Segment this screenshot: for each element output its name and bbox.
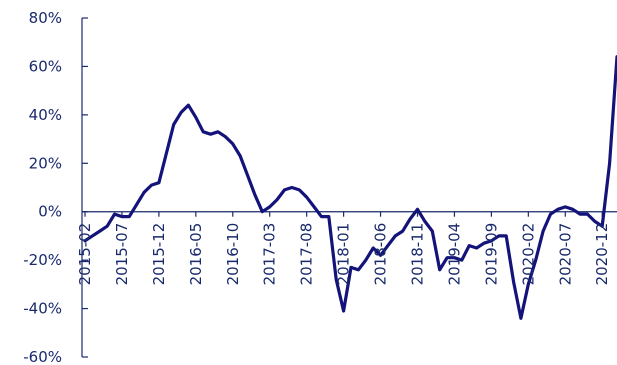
series-group	[83, 55, 617, 320]
x-tick-label: 2017-08	[298, 223, 316, 286]
x-tick-label: 2020-07	[556, 223, 574, 286]
x-tick-label: 2019-09	[482, 223, 500, 286]
x-axis	[82, 211, 617, 217]
y-tick-label: -40%	[23, 300, 62, 318]
x-tick-label: 2018-11	[409, 223, 427, 286]
x-tick-label: 2015-07	[113, 223, 131, 286]
x-tick-label: 2017-03	[261, 223, 279, 286]
x-tick-label: 2015-12	[150, 223, 168, 286]
x-tick-label: 2018-06	[372, 223, 390, 286]
x-tick-label: 2020-02	[519, 223, 537, 286]
y-tick-label: 60%	[29, 57, 62, 75]
series-line	[83, 55, 617, 320]
y-tick-label: 0%	[38, 203, 62, 221]
y-tick-label: -60%	[23, 348, 62, 365]
x-tick-label: 2016-10	[224, 223, 242, 286]
y-axis: 80% 60% 40% 20% 0% -20% -40% -60%	[23, 9, 88, 365]
y-tick-label: 40%	[29, 106, 62, 124]
x-tick-label: 2016-05	[187, 223, 205, 286]
y-tick-label: 20%	[29, 154, 62, 172]
x-tick-label: 2015-02	[76, 223, 94, 286]
x-tick-label: 2019-04	[445, 223, 463, 286]
x-tick-label: 2018-01	[335, 223, 353, 286]
x-tick-labels: 2015-02 2015-07 2015-12 2016-05 2016-10 2017-…	[76, 223, 611, 286]
y-tick-label: -20%	[23, 251, 62, 269]
y-tick-label: 80%	[29, 9, 62, 27]
x-tick-label: 2020-12	[593, 223, 611, 286]
